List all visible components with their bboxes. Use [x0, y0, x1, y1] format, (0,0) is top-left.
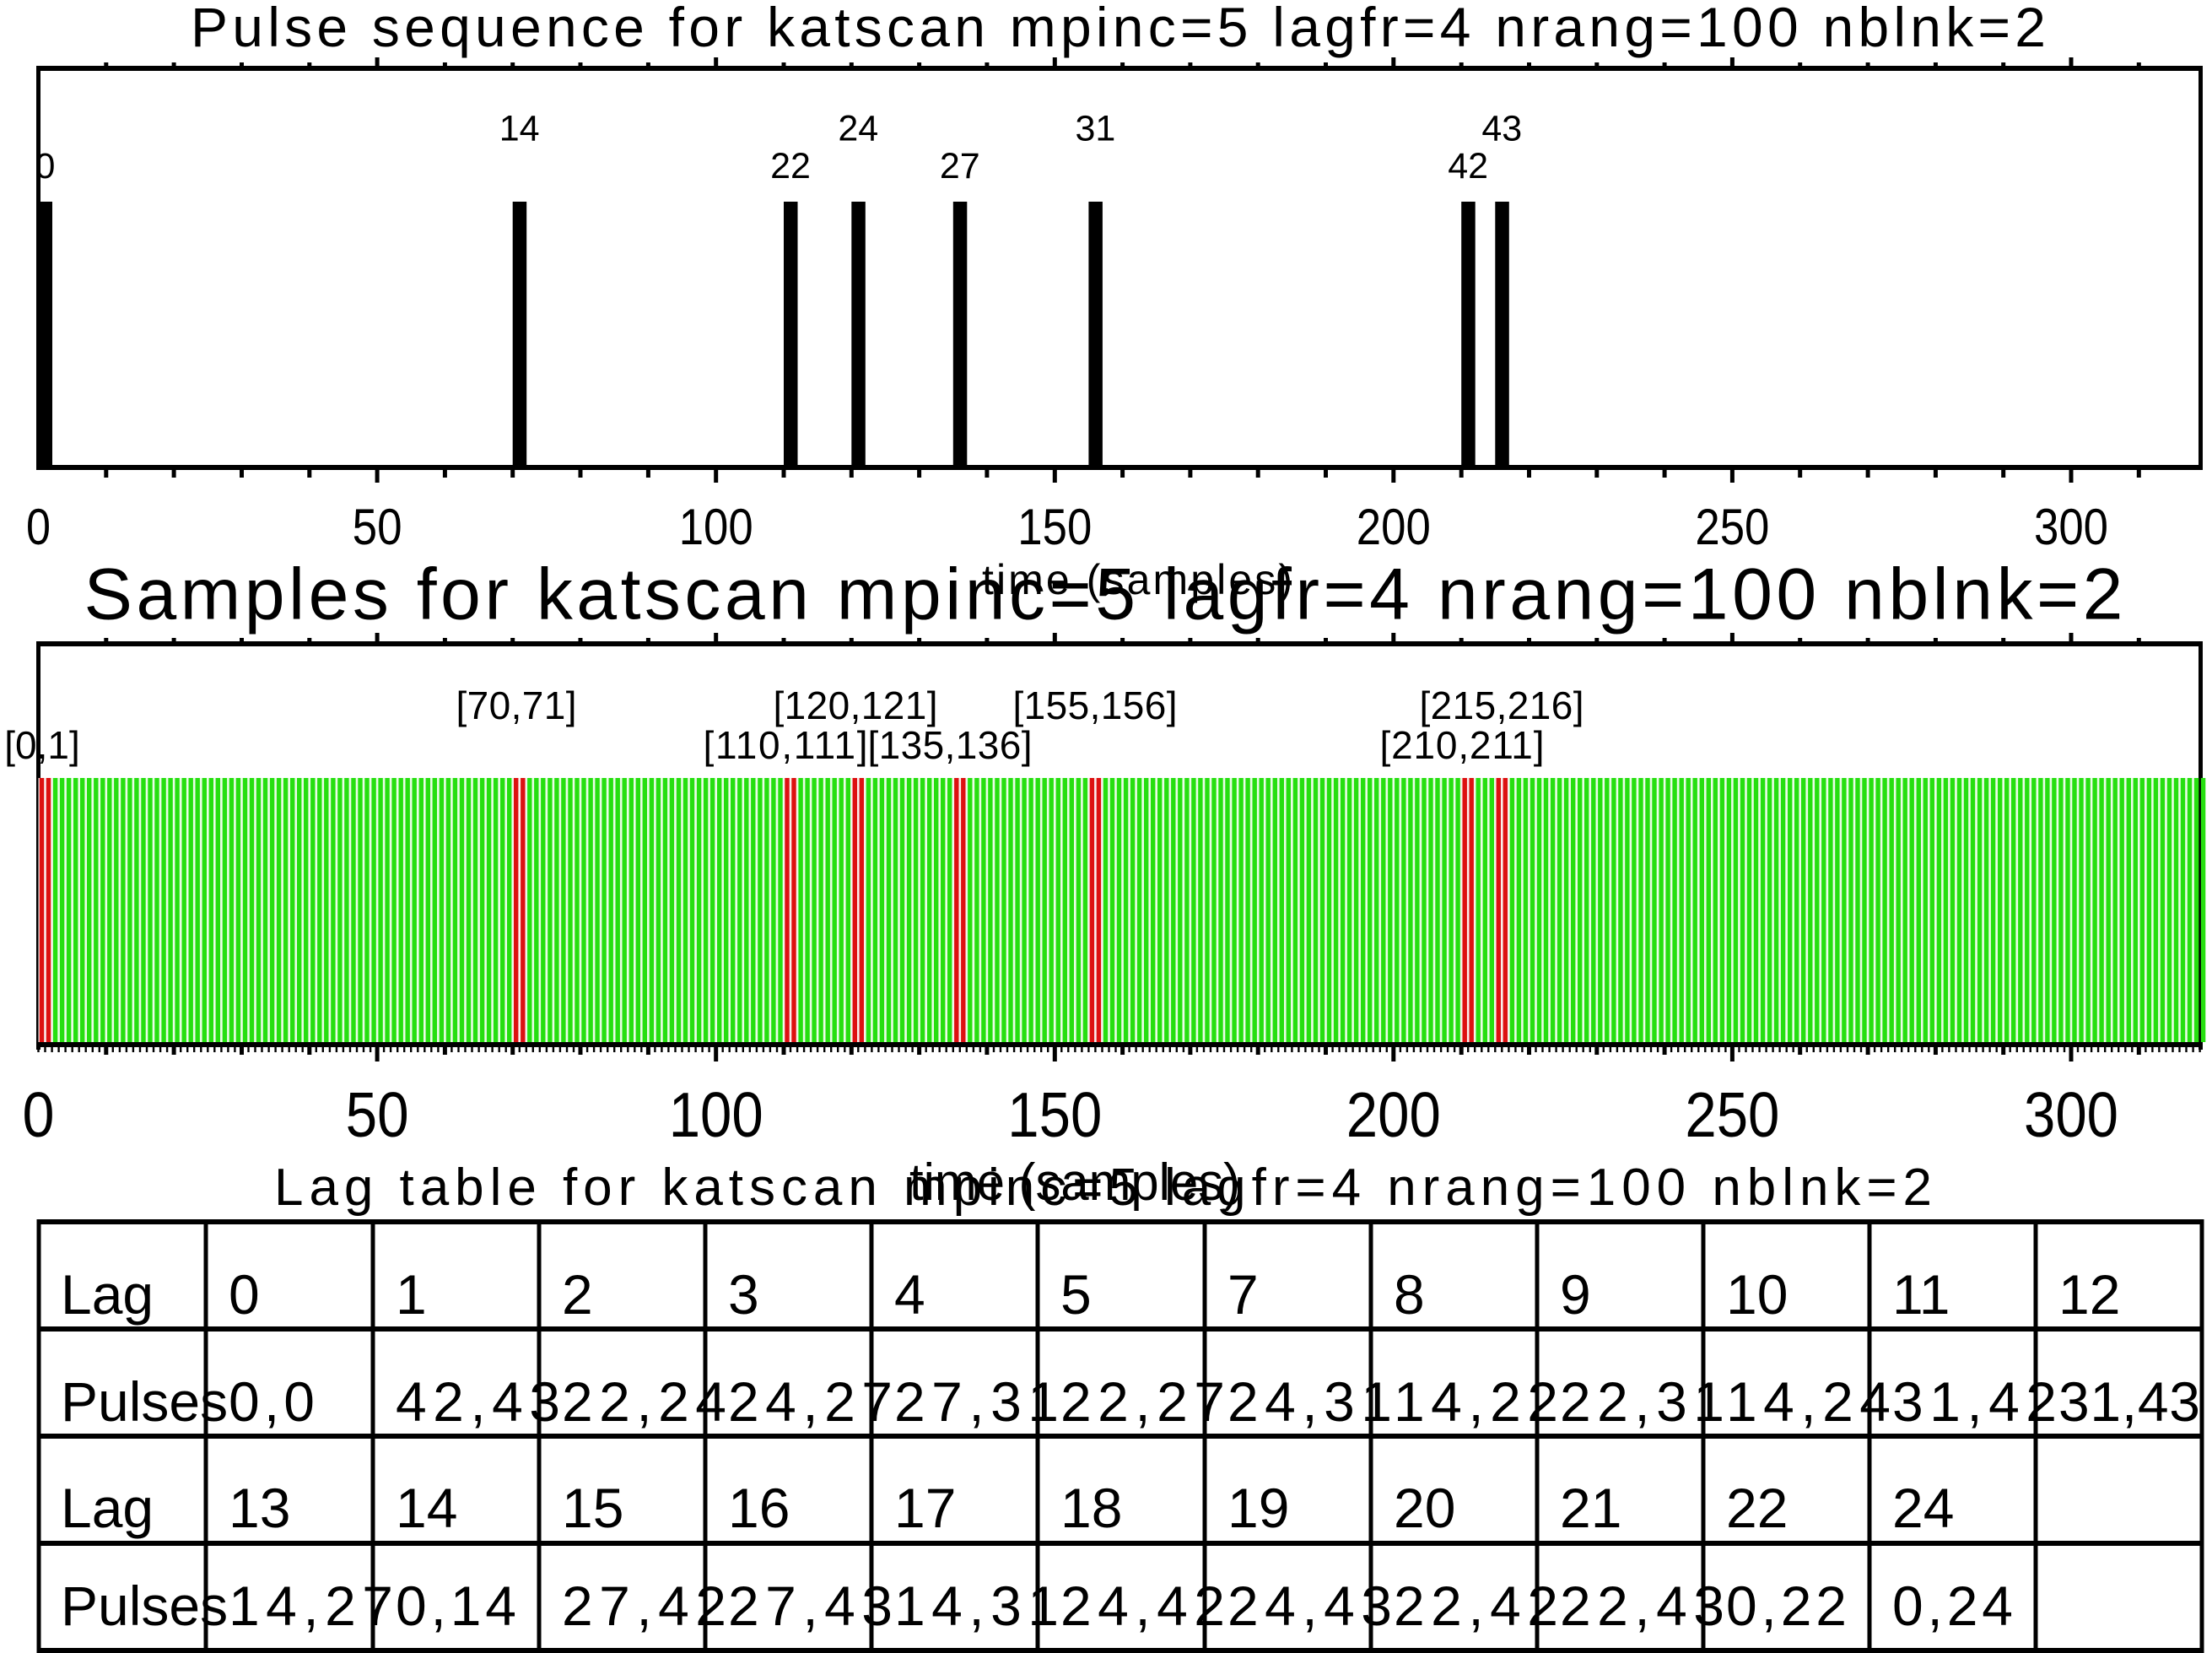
svg-text:Pulse sequence for katscan mpi: Pulse sequence for katscan mpinc=5 lagfr… [191, 0, 2046, 58]
svg-text:[135,136]: [135,136] [868, 723, 1033, 767]
svg-text:0,0: 0,0 [229, 1370, 315, 1433]
svg-text:100: 100 [679, 499, 753, 555]
svg-text:200: 200 [1346, 1079, 1441, 1150]
svg-text:22: 22 [1726, 1477, 1788, 1539]
svg-text:22,42: 22,42 [1394, 1575, 1558, 1637]
svg-text:22,31: 22,31 [1560, 1370, 1724, 1433]
svg-text:31: 31 [1075, 109, 1115, 149]
svg-text:22,24: 22,24 [562, 1370, 726, 1433]
svg-text:time (samples): time (samples) [982, 556, 1292, 603]
svg-text:[0,1]: [0,1] [4, 723, 80, 767]
svg-text:7: 7 [1227, 1263, 1259, 1326]
svg-text:200: 200 [1357, 499, 1431, 555]
svg-text:0,24: 0,24 [1892, 1575, 2013, 1637]
svg-text:250: 250 [1685, 1079, 1779, 1150]
svg-text:14: 14 [499, 109, 540, 149]
svg-text:[120,121]: [120,121] [774, 683, 938, 727]
svg-text:24,27: 24,27 [728, 1370, 893, 1433]
svg-text:5: 5 [1060, 1263, 1092, 1326]
svg-text:300: 300 [2034, 499, 2108, 555]
svg-text:20: 20 [1394, 1477, 1455, 1539]
svg-text:Samples for katscan mpinc=5 la: Samples for katscan mpinc=5 lagfr=4 nran… [84, 554, 2123, 635]
svg-text:14,22: 14,22 [1394, 1370, 1558, 1433]
svg-text:42: 42 [1448, 146, 1488, 186]
svg-text:2: 2 [562, 1263, 593, 1326]
svg-text:22: 22 [770, 146, 811, 186]
svg-text:42,43: 42,43 [396, 1370, 560, 1433]
svg-text:0: 0 [35, 146, 56, 186]
svg-text:50: 50 [353, 499, 402, 555]
svg-text:24: 24 [838, 109, 878, 149]
svg-text:14: 14 [396, 1477, 457, 1539]
svg-text:[210,211]: [210,211] [1380, 723, 1545, 767]
svg-text:22,43: 22,43 [1560, 1575, 1724, 1637]
svg-text:[215,216]: [215,216] [1420, 683, 1584, 727]
svg-text:Pulses: Pulses [61, 1575, 228, 1637]
svg-text:300: 300 [2024, 1079, 2118, 1150]
svg-text:150: 150 [1017, 499, 1092, 555]
svg-text:27,42: 27,42 [562, 1575, 726, 1637]
svg-text:0,22: 0,22 [1726, 1575, 1847, 1637]
svg-text:31,43: 31,43 [2058, 1370, 2200, 1433]
svg-text:1: 1 [396, 1263, 427, 1326]
svg-text:19: 19 [1227, 1477, 1289, 1539]
svg-text:27: 27 [940, 146, 980, 186]
svg-text:9: 9 [1560, 1263, 1591, 1326]
svg-text:[155,156]: [155,156] [1013, 683, 1178, 727]
svg-text:22,27: 22,27 [1060, 1370, 1225, 1433]
svg-text:time (samples): time (samples) [909, 1153, 1240, 1212]
svg-text:8: 8 [1394, 1263, 1425, 1326]
svg-text:150: 150 [1007, 1079, 1102, 1150]
svg-text:0: 0 [229, 1263, 260, 1326]
svg-text:Pulses: Pulses [61, 1370, 228, 1433]
svg-text:Lag: Lag [61, 1477, 154, 1539]
svg-text:18: 18 [1060, 1477, 1122, 1539]
svg-text:[70,71]: [70,71] [456, 683, 577, 727]
svg-text:24: 24 [1892, 1477, 1954, 1539]
svg-text:15: 15 [562, 1477, 623, 1539]
svg-text:14,24: 14,24 [1726, 1370, 1891, 1433]
svg-text:14,27: 14,27 [229, 1575, 393, 1637]
svg-text:0,14: 0,14 [396, 1575, 516, 1637]
svg-text:21: 21 [1560, 1477, 1621, 1539]
svg-text:[110,111]: [110,111] [704, 723, 868, 767]
svg-text:12: 12 [2058, 1263, 2120, 1326]
svg-text:16: 16 [728, 1477, 790, 1539]
svg-text:31,42: 31,42 [1892, 1370, 2057, 1433]
svg-text:3: 3 [728, 1263, 759, 1326]
svg-text:11: 11 [1892, 1263, 1950, 1326]
svg-text:250: 250 [1695, 499, 1769, 555]
svg-text:Lag: Lag [61, 1263, 154, 1326]
svg-text:17: 17 [894, 1477, 956, 1539]
svg-text:10: 10 [1726, 1263, 1788, 1326]
svg-text:43: 43 [1481, 109, 1522, 149]
svg-text:0: 0 [26, 499, 51, 555]
svg-text:27,31: 27,31 [894, 1370, 1059, 1433]
svg-text:14,31: 14,31 [894, 1575, 1059, 1637]
svg-text:4: 4 [894, 1263, 925, 1326]
svg-text:0: 0 [23, 1079, 55, 1150]
svg-text:24,31: 24,31 [1227, 1370, 1392, 1433]
svg-text:100: 100 [669, 1079, 763, 1150]
svg-text:13: 13 [229, 1477, 290, 1539]
svg-text:24,42: 24,42 [1060, 1575, 1225, 1637]
svg-text:24,43: 24,43 [1227, 1575, 1392, 1637]
svg-text:27,43: 27,43 [728, 1575, 893, 1637]
svg-text:50: 50 [346, 1079, 409, 1150]
